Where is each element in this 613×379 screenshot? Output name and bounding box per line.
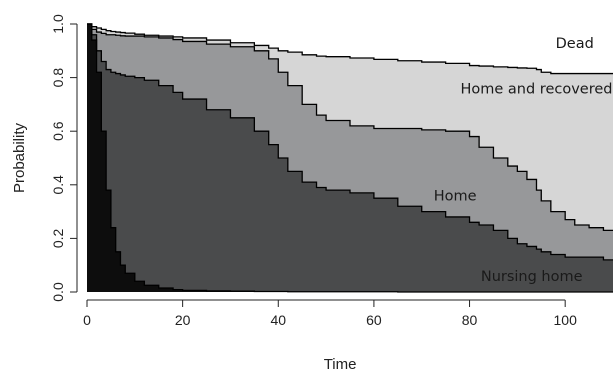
y-axis-title: Probability [11, 122, 28, 193]
x-tick-label: 20 [175, 312, 191, 328]
x-tick-label: 0 [83, 312, 91, 328]
state-label-home: Home [434, 189, 477, 205]
boundary-line-nursing-home [87, 23, 613, 293]
state-label-nursing-home: Nursing home [481, 269, 583, 285]
x-tick-label: 80 [462, 312, 478, 328]
state-label-home-and-recovered: Home and recovered [460, 81, 612, 97]
areas-layer [87, 24, 613, 292]
y-tick-label: 1.0 [50, 14, 66, 34]
x-tick-label: 40 [270, 312, 286, 328]
state-label-dead: Dead [556, 36, 594, 52]
y-tick-label: 0.2 [50, 228, 66, 248]
boundary-lines-layer [87, 23, 613, 293]
boundary-line-home-and-recovered [87, 23, 613, 232]
y-tick-label: 0.0 [50, 282, 66, 302]
x-tick-label: 100 [554, 312, 578, 328]
x-axis-title: Time [324, 356, 357, 373]
y-tick-label: 0.8 [50, 68, 66, 88]
x-tick-label: 60 [366, 312, 382, 328]
state-labels-layer: Nursing home Home Home and recovered Dead [434, 36, 613, 285]
boundary-line-dead [87, 23, 613, 75]
y-tick-label: 0.4 [50, 175, 66, 195]
axes-layer: 0 20 40 60 80 100 0.0 0.2 0.4 0.6 0.8 1.0 [50, 14, 577, 328]
y-tick-label: 0.6 [50, 121, 66, 141]
boundary-line-home [87, 23, 613, 261]
